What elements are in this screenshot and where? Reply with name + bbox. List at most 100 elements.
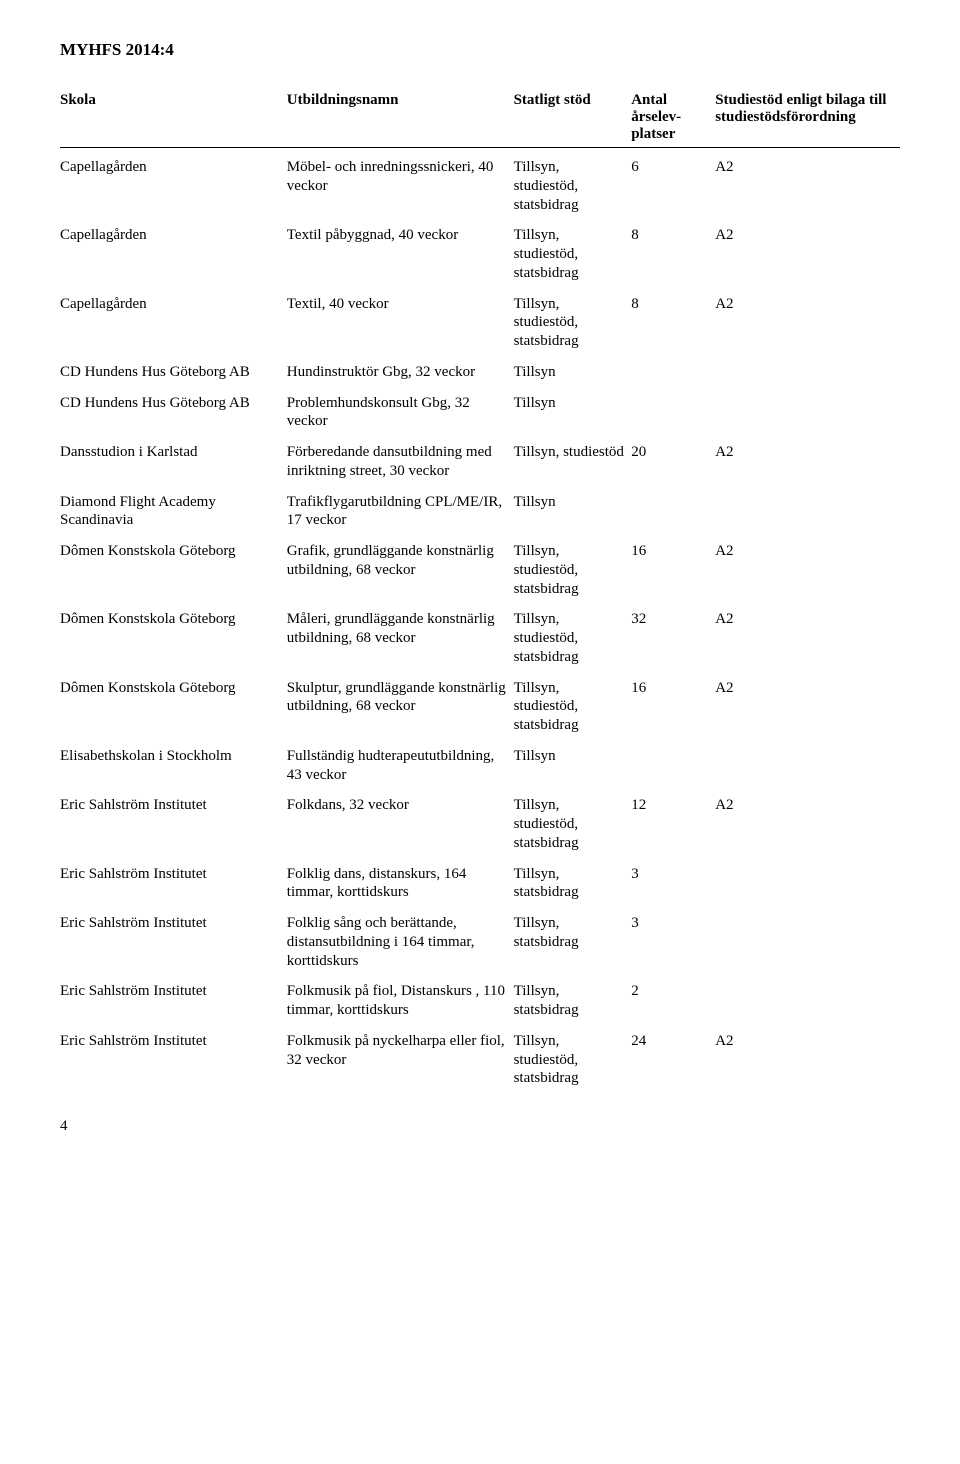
cell-antal: 3 [631,859,715,909]
cell-bilaga: A2 [715,289,900,357]
cell-skola: Dômen Konstskola Göteborg [60,536,287,604]
cell-skola: Eric Sahlström Institutet [60,1026,287,1094]
cell-namn: Förberedande dansutbild­ning med inriktn… [287,437,514,487]
table-row: CapellagårdenTextil påbyggnad, 40 veckor… [60,220,900,288]
cell-bilaga: A2 [715,536,900,604]
table-row: CD Hundens Hus Göteborg ABProblemhundsko… [60,388,900,438]
cell-stod: Tillsyn [514,388,632,438]
cell-bilaga [715,859,900,909]
col-namn: Utbildningsnamn [287,88,514,148]
cell-bilaga: A2 [715,437,900,487]
cell-skola: Eric Sahlström Institutet [60,790,287,858]
cell-namn: Folkmusik på nyckelharpa eller fiol, 32 … [287,1026,514,1094]
cell-skola: Diamond Flight Academy Scandinavia [60,487,287,537]
cell-bilaga: A2 [715,220,900,288]
table-row: Eric Sahlström InstitutetFolkdans, 32 ve… [60,790,900,858]
cell-skola: Capellagården [60,289,287,357]
cell-skola: Elisabethskolan i Stockholm [60,741,287,791]
cell-stod: Tillsyn, statsbidrag [514,859,632,909]
cell-stod: Tillsyn, studiestöd, statsbidrag [514,673,632,741]
table-row: Eric Sahlström InstitutetFolklig sång oc… [60,908,900,976]
cell-namn: Hundinstruktör Gbg, 32 veckor [287,357,514,388]
cell-bilaga [715,487,900,537]
table-row: Dômen Konstskola GöteborgMåleri, grundlä… [60,604,900,672]
cell-namn: Trafikflygarutbildning CPL/ME/IR, 17 vec… [287,487,514,537]
cell-namn: Fullständig hudterapeut­utbildning, 43 v… [287,741,514,791]
cell-stod: Tillsyn, statsbidrag [514,908,632,976]
cell-stod: Tillsyn, studiestöd [514,437,632,487]
cell-stod: Tillsyn, studiestöd, statsbidrag [514,148,632,221]
cell-stod: Tillsyn, studiestöd, statsbidrag [514,289,632,357]
cell-skola: Eric Sahlström Institutet [60,859,287,909]
cell-stod: Tillsyn [514,357,632,388]
cell-antal: 6 [631,148,715,221]
cell-antal: 8 [631,289,715,357]
col-skola: Skola [60,88,287,148]
cell-antal: 20 [631,437,715,487]
table-row: CapellagårdenMöbel- och inrednings­snick… [60,148,900,221]
cell-bilaga: A2 [715,148,900,221]
table-row: Dômen Konstskola GöteborgSkulptur, grund… [60,673,900,741]
cell-antal [631,357,715,388]
cell-bilaga [715,357,900,388]
cell-namn: Textil påbyggnad, 40 veckor [287,220,514,288]
cell-namn: Måleri, grundläggande konstnärlig utbild… [287,604,514,672]
cell-skola: Dômen Konstskola Göteborg [60,604,287,672]
cell-stod: Tillsyn, studiestöd, statsbidrag [514,1026,632,1094]
cell-skola: Eric Sahlström Institutet [60,908,287,976]
table-row: Elisabethskolan i StockholmFullständig h… [60,741,900,791]
cell-skola: Eric Sahlström Institutet [60,976,287,1026]
cell-antal: 16 [631,536,715,604]
cell-antal [631,741,715,791]
cell-antal: 12 [631,790,715,858]
cell-bilaga [715,388,900,438]
courses-table: Skola Utbildningsnamn Statligt stöd Anta… [60,88,900,1094]
cell-namn: Folklig sång och berät­tande, distansutb… [287,908,514,976]
cell-stod: Tillsyn, studiestöd, statsbidrag [514,604,632,672]
table-row: Eric Sahlström InstitutetFolklig dans, d… [60,859,900,909]
col-bilaga: Studiestöd enligt bilaga till studie­stö… [715,88,900,148]
cell-stod: Tillsyn, statsbidrag [514,976,632,1026]
cell-antal [631,388,715,438]
table-row: Dômen Konstskola GöteborgGrafik, grundlä… [60,536,900,604]
table-row: Diamond Flight Academy ScandinaviaTrafik… [60,487,900,537]
cell-skola: Dômen Konstskola Göteborg [60,673,287,741]
cell-namn: Problemhundskonsult Gbg, 32 veckor [287,388,514,438]
cell-antal: 8 [631,220,715,288]
page-number: 4 [60,1118,900,1135]
cell-namn: Möbel- och inrednings­snickeri, 40 vecko… [287,148,514,221]
cell-bilaga [715,741,900,791]
cell-antal: 32 [631,604,715,672]
cell-skola: CD Hundens Hus Göteborg AB [60,388,287,438]
cell-antal: 16 [631,673,715,741]
cell-skola: Dansstudion i Karlstad [60,437,287,487]
table-header-row: Skola Utbildningsnamn Statligt stöd Anta… [60,88,900,148]
cell-stod: Tillsyn, studiestöd, statsbidrag [514,220,632,288]
cell-antal: 24 [631,1026,715,1094]
cell-bilaga: A2 [715,790,900,858]
cell-antal: 2 [631,976,715,1026]
cell-namn: Folkdans, 32 veckor [287,790,514,858]
cell-namn: Skulptur, grundläggande konstnärlig utbi… [287,673,514,741]
col-antal: Antal årselev­platser [631,88,715,148]
cell-bilaga: A2 [715,604,900,672]
cell-bilaga [715,976,900,1026]
cell-bilaga: A2 [715,673,900,741]
col-stod: Statligt stöd [514,88,632,148]
cell-bilaga: A2 [715,1026,900,1094]
table-row: CD Hundens Hus Göteborg ABHundinstruktör… [60,357,900,388]
cell-namn: Folkmusik på fiol, Distanskurs , 110 tim… [287,976,514,1026]
table-row: Dansstudion i KarlstadFörberedande dansu… [60,437,900,487]
cell-bilaga [715,908,900,976]
cell-stod: Tillsyn [514,741,632,791]
cell-stod: Tillsyn [514,487,632,537]
cell-antal: 3 [631,908,715,976]
cell-namn: Folklig dans, distanskurs, 164 timmar, k… [287,859,514,909]
cell-namn: Grafik, grundläggande konstnärlig utbild… [287,536,514,604]
table-row: Eric Sahlström InstitutetFolkmusik på fi… [60,976,900,1026]
cell-skola: Capellagården [60,148,287,221]
table-row: CapellagårdenTextil, 40 veckorTillsyn, s… [60,289,900,357]
doc-title: MYHFS 2014:4 [60,40,900,60]
cell-antal [631,487,715,537]
table-row: Eric Sahlström InstitutetFolkmusik på ny… [60,1026,900,1094]
